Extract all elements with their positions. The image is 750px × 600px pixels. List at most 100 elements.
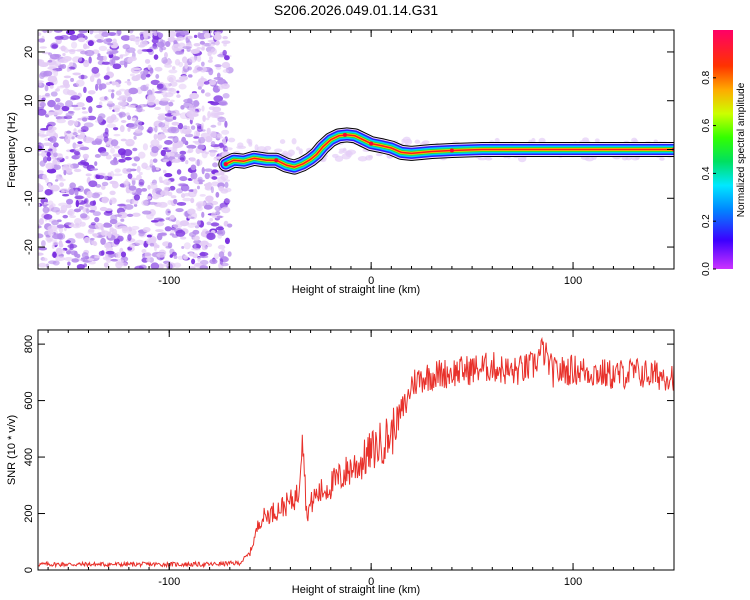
noise-blob [79, 221, 86, 227]
noise-blob [106, 123, 117, 128]
noise-blob [164, 140, 173, 145]
noise-blob [225, 147, 233, 151]
noise-blob [179, 220, 190, 227]
noise-blob [46, 168, 57, 174]
noise-blob [112, 38, 117, 44]
noise-blob [147, 184, 151, 190]
noise-blob [87, 40, 94, 47]
noise-blob [128, 226, 132, 230]
noise-blob [113, 127, 119, 131]
noise-blob [136, 105, 143, 113]
noise-blob [205, 151, 210, 155]
noise-blob [218, 100, 227, 105]
snr-y-tick-label: 400 [23, 448, 35, 466]
noise-blob [188, 266, 196, 269]
noise-blob [110, 170, 114, 178]
noise-blob [153, 133, 158, 140]
noise-blob [90, 204, 97, 212]
noise-blob [91, 66, 100, 74]
track-halo-blob [291, 138, 297, 145]
snr-x-tick-label: 0 [368, 576, 374, 588]
noise-blob [209, 40, 216, 47]
noise-blob [89, 237, 95, 241]
snr-frame [37, 329, 675, 571]
noise-blob [81, 252, 89, 259]
noise-blob [60, 45, 66, 52]
noise-blob [172, 147, 178, 153]
noise-blob [171, 66, 176, 70]
noise-blob [193, 244, 197, 249]
noise-blob [204, 92, 211, 97]
noise-blob [205, 202, 214, 210]
noise-blob [191, 247, 201, 251]
noise-blob [214, 205, 222, 212]
noise-blob [171, 158, 182, 163]
noise-blob [160, 264, 170, 267]
noise-blob [153, 54, 159, 60]
noise-blob [39, 46, 47, 49]
noise-blob [179, 176, 188, 182]
noise-blob [164, 51, 168, 59]
noise-blob [67, 261, 71, 266]
noise-blob [70, 95, 81, 100]
noise-blob [42, 142, 53, 146]
noise-blob [210, 124, 217, 128]
noise-blob [197, 179, 205, 183]
noise-blob [139, 33, 145, 41]
noise-blob [187, 208, 196, 215]
noise-blob [150, 79, 160, 86]
noise-blob [208, 149, 218, 153]
noise-blob [176, 169, 182, 175]
snr-x-tick-label: -100 [158, 576, 180, 588]
noise-blob [94, 154, 101, 158]
noise-blob [216, 230, 223, 235]
noise-blob [169, 233, 175, 236]
noise-blob [89, 30, 94, 35]
noise-blob [176, 36, 185, 41]
chart-title: S206.2026.049.01.14.G31 [274, 2, 438, 18]
noise-blob [38, 262, 47, 268]
noise-blob [118, 225, 128, 229]
noise-blob [96, 175, 105, 180]
noise-blob [186, 125, 190, 129]
noise-blob [127, 57, 133, 63]
noise-blob [185, 160, 189, 165]
noise-blob [118, 95, 129, 99]
noise-blob [53, 151, 58, 158]
noise-blob [129, 243, 136, 249]
noise-blob [138, 171, 143, 176]
track-halo-blob [256, 146, 267, 152]
noise-blob [66, 130, 72, 134]
noise-blob [61, 193, 70, 197]
noise-blob [199, 194, 206, 197]
track-halo-blob [401, 138, 406, 143]
noise-blob [196, 185, 200, 190]
noise-blob [58, 176, 64, 180]
noise-blob [73, 92, 77, 96]
noise-blob [190, 164, 197, 171]
spectrogram-x-tick-label: -100 [158, 275, 180, 287]
colorbar-tick-label: 0.0 [701, 262, 712, 276]
noise-blob [49, 62, 59, 69]
track-halo-blob [375, 153, 383, 157]
noise-blob [103, 131, 109, 139]
noise-blob [38, 108, 47, 116]
noise-blob [178, 61, 184, 68]
noise-blob [209, 258, 218, 265]
noise-blob [118, 88, 127, 92]
noise-blob [119, 54, 128, 57]
noise-blob [152, 242, 158, 248]
noise-blob [178, 50, 185, 55]
spectrogram-y-axis-label: Frequency (Hz) [6, 112, 18, 188]
noise-blob [197, 86, 202, 90]
noise-blob [207, 59, 213, 63]
noise-blob [55, 247, 63, 255]
snr-x-tick-label: 100 [564, 576, 582, 588]
noise-blob [138, 179, 145, 186]
noise-blob [182, 125, 189, 130]
noise-blob [156, 233, 163, 241]
noise-blob [120, 35, 131, 41]
noise-blob [77, 144, 84, 148]
noise-blob [55, 157, 62, 161]
noise-blob [105, 250, 115, 255]
